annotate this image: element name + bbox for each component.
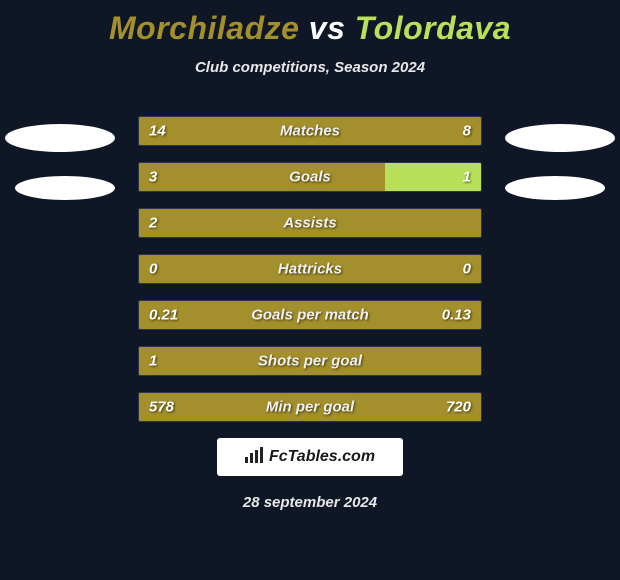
stat-label: Min per goal xyxy=(266,399,354,416)
date-label: 28 september 2024 xyxy=(0,494,620,511)
stat-value-left: 3 xyxy=(149,169,157,186)
stat-value-left: 0.21 xyxy=(149,307,178,324)
stat-value-left: 0 xyxy=(149,261,157,278)
stat-row: 0 Hattricks 0 xyxy=(138,254,482,284)
stat-label: Goals per match xyxy=(251,307,369,324)
player1-name: Morchiladze xyxy=(109,10,299,46)
stat-value-left: 578 xyxy=(149,399,174,416)
stat-row: 0.21 Goals per match 0.13 xyxy=(138,300,482,330)
stat-value-right: 8 xyxy=(463,123,471,140)
stat-row: 1 Shots per goal xyxy=(138,346,482,376)
stat-label: Matches xyxy=(280,123,340,140)
stat-label: Hattricks xyxy=(278,261,342,278)
stat-row: 14 Matches 8 xyxy=(138,116,482,146)
subtitle: Club competitions, Season 2024 xyxy=(0,59,620,76)
player1-team-placeholder xyxy=(15,176,115,200)
branding-badge: FcTables.com xyxy=(217,438,403,476)
stat-label: Goals xyxy=(289,169,331,186)
stat-row: 3 Goals 1 xyxy=(138,162,482,192)
stat-label: Assists xyxy=(283,215,336,232)
stat-value-left: 2 xyxy=(149,215,157,232)
player1-photo-placeholder xyxy=(5,124,115,152)
stat-value-right: 720 xyxy=(446,399,471,416)
player2-team-placeholder xyxy=(505,176,605,200)
page-title: Morchiladze vs Tolordava xyxy=(0,0,620,47)
stat-value-left: 14 xyxy=(149,123,166,140)
stat-row: 578 Min per goal 720 xyxy=(138,392,482,422)
stat-label: Shots per goal xyxy=(258,353,362,370)
vs-label: vs xyxy=(309,10,346,46)
player2-name: Tolordava xyxy=(355,10,511,46)
branding-text: FcTables.com xyxy=(269,448,375,466)
player2-photo-placeholder xyxy=(505,124,615,152)
chart-icon xyxy=(245,447,263,468)
stat-value-right: 0.13 xyxy=(442,307,471,324)
stat-value-right: 0 xyxy=(463,261,471,278)
stat-row: 2 Assists xyxy=(138,208,482,238)
bar-left xyxy=(139,163,385,191)
stats-container: 14 Matches 8 3 Goals 1 2 Assists 0 Hattricks 0 0.21… xyxy=(138,116,482,422)
stat-value-right: 1 xyxy=(463,169,471,186)
stat-value-left: 1 xyxy=(149,353,157,370)
